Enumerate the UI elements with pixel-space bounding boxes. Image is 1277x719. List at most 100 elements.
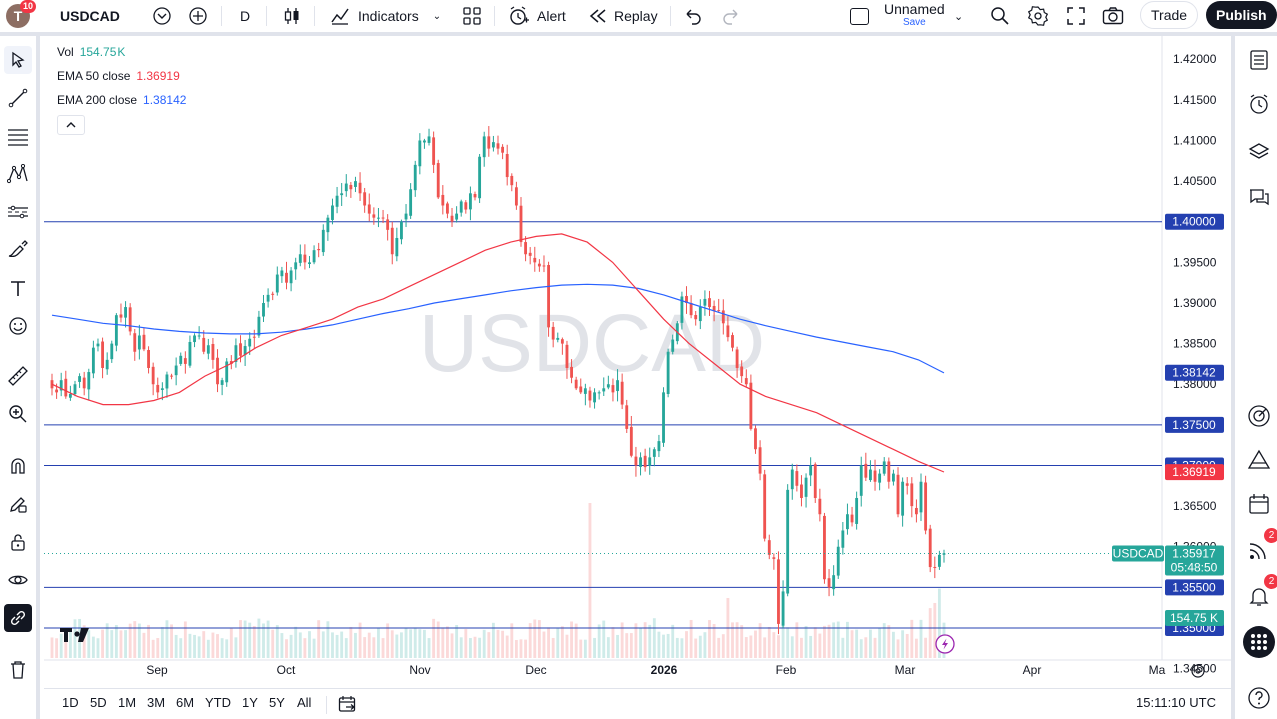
templates-button[interactable] [462,0,482,32]
emoji-tool[interactable] [4,312,32,340]
range-5y[interactable]: 5Y [269,695,285,710]
volume-bar [537,620,541,658]
price-chart[interactable]: USDCAD 1.42000 1.41500 1.41000 1.40500 1.400… [44,36,1231,686]
candle-body [616,380,619,392]
notifications-button[interactable]: 2 [1243,574,1277,612]
time-settings-icon[interactable] [1191,664,1205,678]
candle-body [685,295,688,303]
candle-body [648,457,652,466]
range-all[interactable]: All [297,695,312,710]
fib-tool[interactable] [4,122,32,150]
legend-collapse-button[interactable] [57,115,85,135]
ideas-button[interactable] [1243,444,1275,476]
cursor-tool[interactable] [4,46,32,74]
alerts-panel-button[interactable] [1243,88,1275,120]
fullscreen-button[interactable] [1066,0,1086,32]
list-icon [1250,50,1268,70]
layout-checkbox[interactable] [850,0,869,32]
chart-area[interactable]: USDCAD 1.42000 1.41500 1.41000 1.40500 1.400… [44,36,1231,686]
candle-body [496,143,500,149]
level-price-label: 1.35500 [1172,580,1216,594]
link-tool[interactable] [4,604,32,632]
replay-button[interactable]: Replay [588,0,658,32]
range-1d[interactable]: 1D [62,695,79,710]
ema200-price-label: 1.38142 [1172,366,1216,380]
layout-menu-chevron[interactable]: ⌄ [954,0,963,32]
hotlists-button[interactable] [1243,400,1275,432]
help-button[interactable] [1243,682,1275,714]
volume-bar [418,629,422,658]
candle-body [160,388,164,390]
products-button[interactable] [1243,626,1275,658]
candle-body [846,514,849,530]
volume-bar [436,621,440,658]
volume-bar [611,627,615,658]
measure-tool[interactable] [4,362,32,390]
candle-body [533,257,537,263]
redo-button[interactable] [722,0,740,32]
zoom-tool[interactable] [4,400,32,428]
undo-icon [686,9,701,25]
trend-line-tool[interactable] [4,84,32,112]
range-ytd[interactable]: YTD [205,695,231,710]
candle-body [179,355,183,364]
trade-button[interactable]: Trade [1140,1,1199,29]
lock-drawings-tool[interactable] [4,528,32,556]
volume-bar [675,637,679,658]
range-1y[interactable]: 1Y [242,695,258,710]
candle-body [133,333,137,352]
volume-bar [482,629,486,658]
hide-drawings-tool[interactable] [4,566,32,594]
brush-tool[interactable] [4,236,32,264]
undo-button[interactable] [684,0,702,32]
range-6m[interactable]: 6M [176,695,195,710]
snapshot-button[interactable] [1102,0,1124,32]
text-tool[interactable] [4,274,32,302]
chats-button[interactable] [1243,182,1275,214]
candle-body [206,345,210,354]
object-tree-button[interactable] [1243,136,1275,168]
price-tick-label: 1.38000 [1173,377,1217,391]
candle-body [763,474,767,539]
range-5d[interactable]: 5D [90,695,107,710]
candle-body [197,335,201,337]
alert-button[interactable]: Alert [508,0,566,32]
date-range-button[interactable] [338,695,358,718]
volume-bar [188,633,192,658]
signals-button[interactable]: 2 [1243,528,1277,566]
watchlist-button[interactable] [1243,44,1275,76]
candle-body [165,374,169,389]
symbol-search-button[interactable]: USDCAD [60,0,156,32]
user-avatar[interactable]: T 10 [6,0,37,32]
magnet-tool[interactable] [4,452,32,480]
bottom-toolbar: 1D 5D 1M 3M 6M YTD 1Y 5Y All 15:11:10 UT… [44,688,1231,719]
pattern-tool[interactable] [4,160,32,188]
candle-body [266,294,270,302]
interval-button[interactable]: D [240,0,250,32]
calendar-button[interactable] [1243,488,1275,520]
remove-drawings-tool[interactable] [4,656,32,684]
publish-button[interactable]: Publish [1206,1,1277,29]
add-symbol-button[interactable] [188,0,208,32]
candle-body [519,205,523,243]
volume-bar [740,625,744,658]
candle-body [220,380,224,385]
last-symbol-tag-bg [1112,545,1164,562]
lightning-icon[interactable] [935,634,955,654]
compare-symbol-button[interactable] [152,0,172,32]
quick-search-button[interactable] [990,0,1010,32]
range-3m[interactable]: 3M [147,695,166,710]
volume-bar [533,619,537,658]
volume-bar [478,637,482,658]
chart-type-button[interactable] [282,0,302,32]
settings-button[interactable] [1028,0,1048,32]
layout-name-button[interactable]: Unnamed Save [884,0,945,32]
candle-body [73,384,77,395]
projection-tool[interactable] [4,198,32,226]
utc-clock[interactable]: 15:11:10 UTC [1136,695,1216,710]
keep-drawing-tool[interactable] [4,490,32,518]
grid-icon [463,7,481,25]
candle-body [390,227,394,255]
range-1m[interactable]: 1M [118,695,137,710]
indicators-button[interactable]: Indicators ⌄ [330,0,441,32]
